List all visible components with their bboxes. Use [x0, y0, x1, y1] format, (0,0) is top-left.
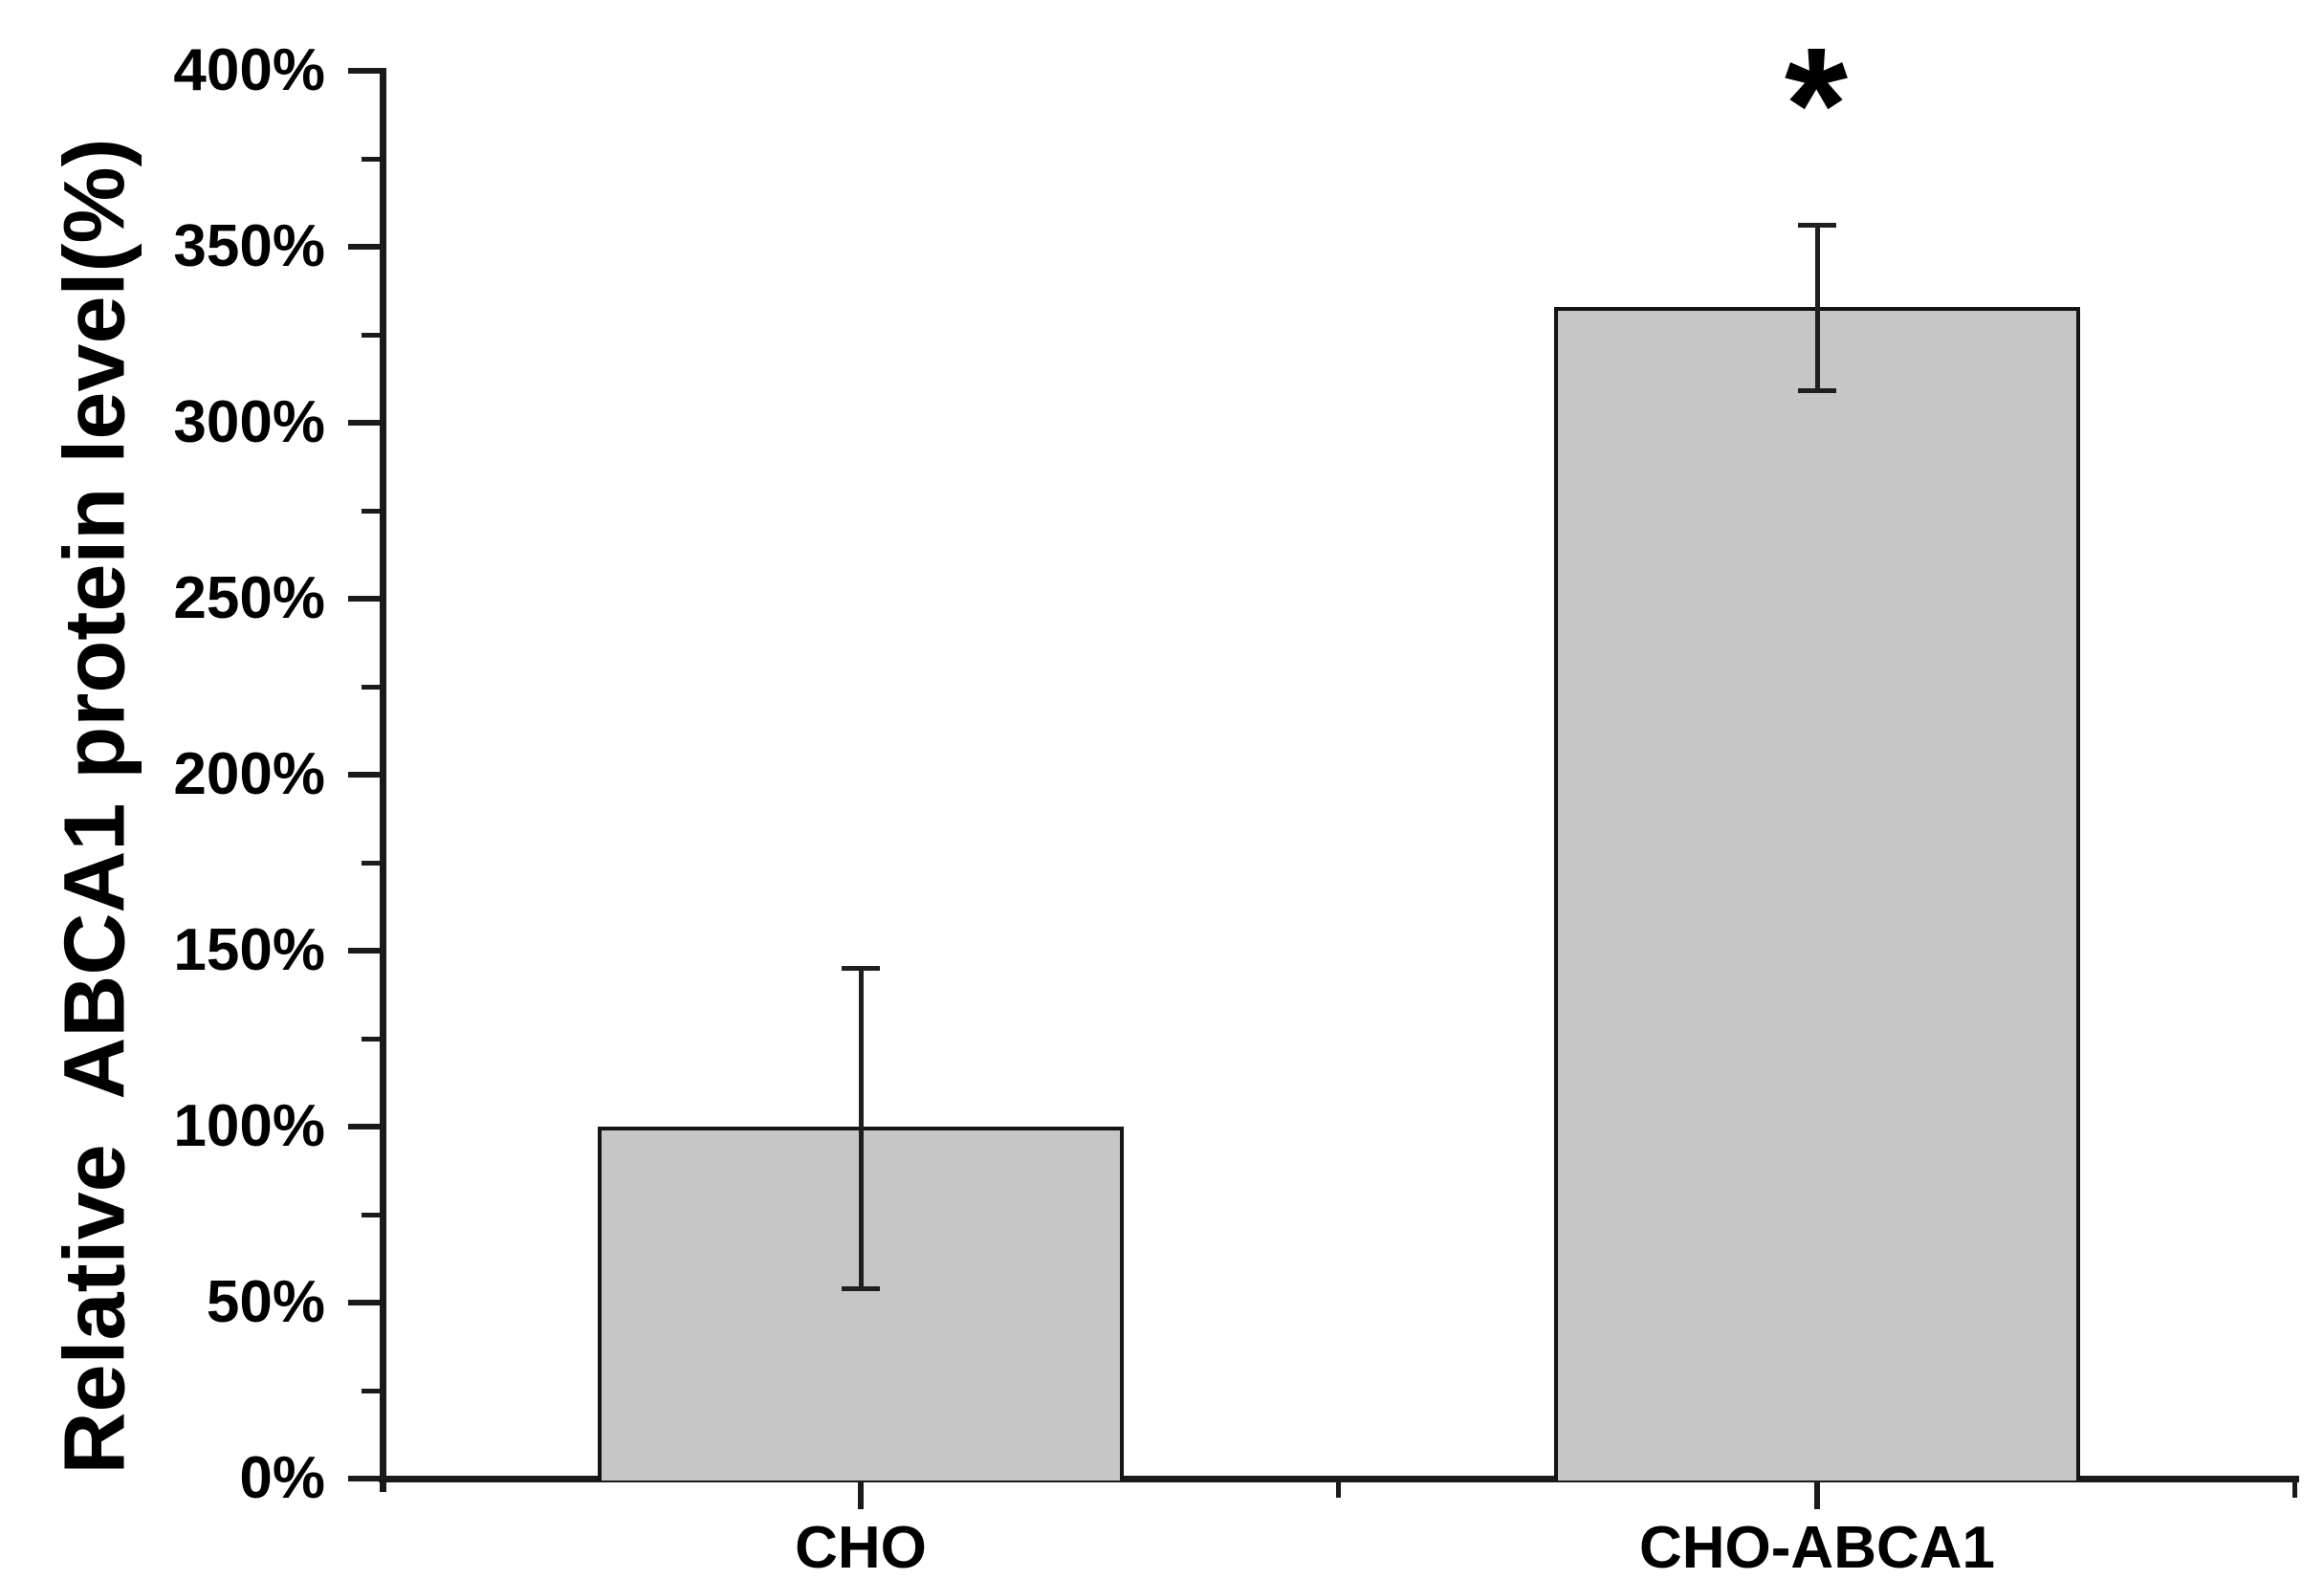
error-bar-bottom-cap — [842, 1286, 880, 1291]
y-tick-label: 150% — [173, 917, 325, 983]
y-tick-label: 300% — [173, 389, 325, 455]
significance-asterisk: * — [1784, 14, 1849, 196]
x-minor-tick — [1336, 1482, 1341, 1498]
error-bar-top-cap — [1798, 223, 1836, 228]
x-minor-tick — [2292, 1482, 2297, 1498]
y-tick-label: 350% — [173, 213, 325, 279]
y-major-tick — [348, 596, 380, 602]
y-major-tick — [348, 1124, 380, 1129]
y-minor-tick — [362, 685, 380, 690]
category-label-cho-abca1: CHO-ABCA1 — [1639, 1515, 1995, 1579]
x-major-tick — [858, 1482, 864, 1509]
y-tick-label: 200% — [173, 741, 325, 807]
x-axis-line — [379, 1476, 2299, 1482]
y-major-tick — [348, 772, 380, 778]
y-tick-label: 250% — [173, 565, 325, 631]
y-minor-tick — [362, 861, 380, 866]
y-axis-line — [380, 68, 386, 1492]
y-major-tick — [348, 1300, 380, 1305]
bar-cho-abca1 — [1554, 307, 2080, 1480]
error-bar — [859, 968, 864, 1288]
y-minor-tick — [362, 157, 380, 162]
y-minor-tick — [362, 509, 380, 514]
y-major-tick — [348, 68, 380, 74]
y-major-tick — [348, 420, 380, 426]
y-minor-tick — [362, 1213, 380, 1217]
y-tick-label: 400% — [173, 37, 325, 103]
y-tick-label: 50% — [206, 1269, 325, 1335]
y-major-tick — [348, 244, 380, 250]
y-tick-label: 0% — [239, 1445, 325, 1511]
category-label-cho: CHO — [795, 1515, 927, 1579]
y-major-tick — [348, 1476, 380, 1481]
error-bar-bottom-cap — [1798, 388, 1836, 393]
y-tick-label: 100% — [173, 1093, 325, 1159]
x-major-tick — [1814, 1482, 1820, 1509]
y-minor-tick — [362, 1037, 380, 1042]
y-major-tick — [348, 948, 380, 954]
y-minor-tick — [362, 1389, 380, 1393]
error-bar — [1815, 226, 1820, 391]
y-minor-tick — [362, 333, 380, 338]
error-bar-top-cap — [842, 966, 880, 971]
